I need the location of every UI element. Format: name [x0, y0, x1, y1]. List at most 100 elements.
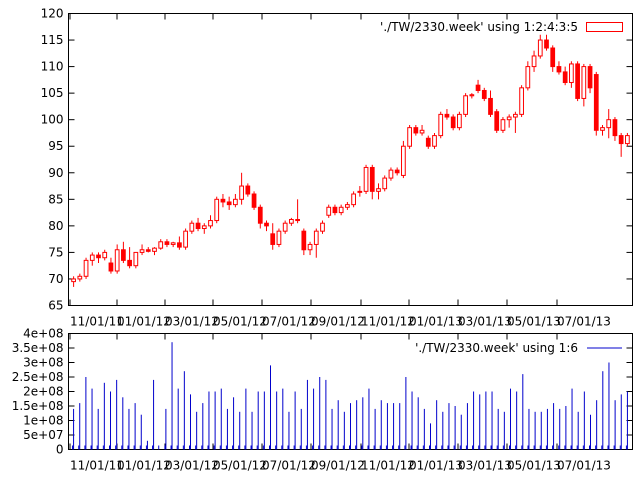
candle — [369, 164, 375, 200]
candle-body — [121, 249, 126, 261]
candle-body — [550, 47, 556, 68]
candle-body — [606, 119, 612, 129]
candle — [463, 93, 468, 118]
candle — [488, 90, 493, 118]
candle-body — [189, 222, 195, 232]
candle — [606, 109, 612, 139]
candle-body — [226, 201, 232, 206]
candle-body — [114, 249, 120, 272]
volume-y-tick-label: 3e+08 — [23, 356, 63, 370]
candle-body — [463, 95, 468, 115]
candle-body — [338, 206, 344, 214]
candle-body — [195, 222, 201, 230]
candle-body — [457, 113, 462, 129]
candle-body — [618, 135, 624, 145]
volume-y-tick-label: 1.5e+08 — [12, 399, 64, 413]
price-x-tick-label: 09/01/12 — [311, 315, 365, 329]
candle — [401, 140, 406, 179]
candle-body — [369, 166, 375, 192]
volume-x-axis: 11/01/1101/01/1203/01/1205/01/1207/01/12… — [69, 333, 611, 473]
volume-x-tick-label: 09/01/12 — [311, 459, 365, 473]
candle-body — [494, 111, 500, 131]
candle — [245, 183, 251, 197]
candle — [593, 71, 599, 136]
volume-x-tick-label: 05/01/12 — [213, 459, 267, 473]
candle-body — [96, 254, 101, 259]
volume-y-tick-label: 5e+07 — [23, 428, 63, 442]
candle — [145, 247, 151, 253]
candle — [475, 79, 481, 94]
candle-body — [450, 116, 456, 129]
candle-body — [488, 97, 493, 115]
candle-body — [600, 127, 605, 131]
candle — [338, 204, 344, 216]
price-x-tick-label: 07/01/12 — [262, 315, 316, 329]
candle-body — [233, 198, 238, 206]
volume-y-tick-label: 1e+08 — [23, 414, 63, 428]
candle — [388, 167, 394, 181]
candle-body — [183, 230, 188, 248]
candle-body — [413, 127, 419, 134]
candle-body — [245, 185, 251, 195]
candle — [233, 194, 238, 208]
candle — [407, 124, 412, 149]
candle — [114, 244, 120, 274]
candle-body — [313, 230, 319, 245]
volume-y-tick-label: 2e+08 — [23, 385, 63, 399]
candle-body — [320, 222, 325, 232]
candle-body — [177, 242, 182, 248]
candle — [152, 247, 157, 256]
candle-body — [345, 204, 350, 208]
candle — [201, 223, 207, 234]
volume-y-tick-label: 2.5e+08 — [12, 370, 64, 384]
candle-body — [569, 63, 574, 84]
price-x-tick-label: 11/01/11 — [70, 315, 124, 329]
candle — [413, 124, 419, 136]
candle — [357, 186, 363, 197]
price-y-tick-label: 120 — [41, 7, 64, 21]
candle — [457, 111, 462, 131]
candle — [481, 87, 487, 102]
price-y-tick-label: 105 — [41, 86, 64, 100]
candle — [382, 175, 388, 192]
candle-body — [407, 127, 412, 147]
candle-body — [301, 230, 307, 251]
candle-body — [401, 145, 406, 176]
candle — [320, 220, 325, 234]
price-y-tick-label: 90 — [48, 166, 63, 180]
volume-bars — [72, 342, 628, 450]
candle — [345, 201, 350, 210]
candle — [301, 228, 307, 256]
candle — [506, 114, 512, 128]
candle — [121, 241, 126, 264]
candle — [450, 114, 456, 131]
volume-legend: './TW/2330.week' using 1:6 — [415, 341, 622, 355]
price-y-tick-label: 65 — [48, 299, 63, 313]
candle — [307, 241, 313, 256]
volume-legend-label: './TW/2330.week' using 1:6 — [415, 341, 578, 355]
candle — [494, 109, 500, 133]
candle-body — [519, 87, 524, 115]
candle-body — [581, 66, 587, 99]
price-y-axis: 65 70 75 80 85 90 95 100 105 110 115 120 — [41, 7, 633, 313]
price-x-tick-label: 03/01/13 — [458, 315, 512, 329]
candle-body — [239, 185, 244, 200]
candle-body — [394, 169, 400, 174]
volume-x-tick-label: 01/01/13 — [409, 459, 463, 473]
candle-body — [83, 259, 89, 277]
candle-body — [102, 251, 108, 259]
candle-body — [71, 278, 76, 283]
candle — [313, 228, 319, 258]
candle — [102, 249, 108, 261]
price-legend-swatch — [586, 22, 623, 32]
candle — [351, 191, 356, 208]
candle-body — [270, 233, 276, 245]
candle — [550, 45, 556, 72]
volume-x-tick-label: 05/01/13 — [507, 459, 561, 473]
candle — [469, 93, 475, 99]
candle-body — [575, 63, 580, 99]
candle — [108, 257, 114, 274]
candle — [257, 204, 263, 229]
candle — [170, 241, 176, 248]
